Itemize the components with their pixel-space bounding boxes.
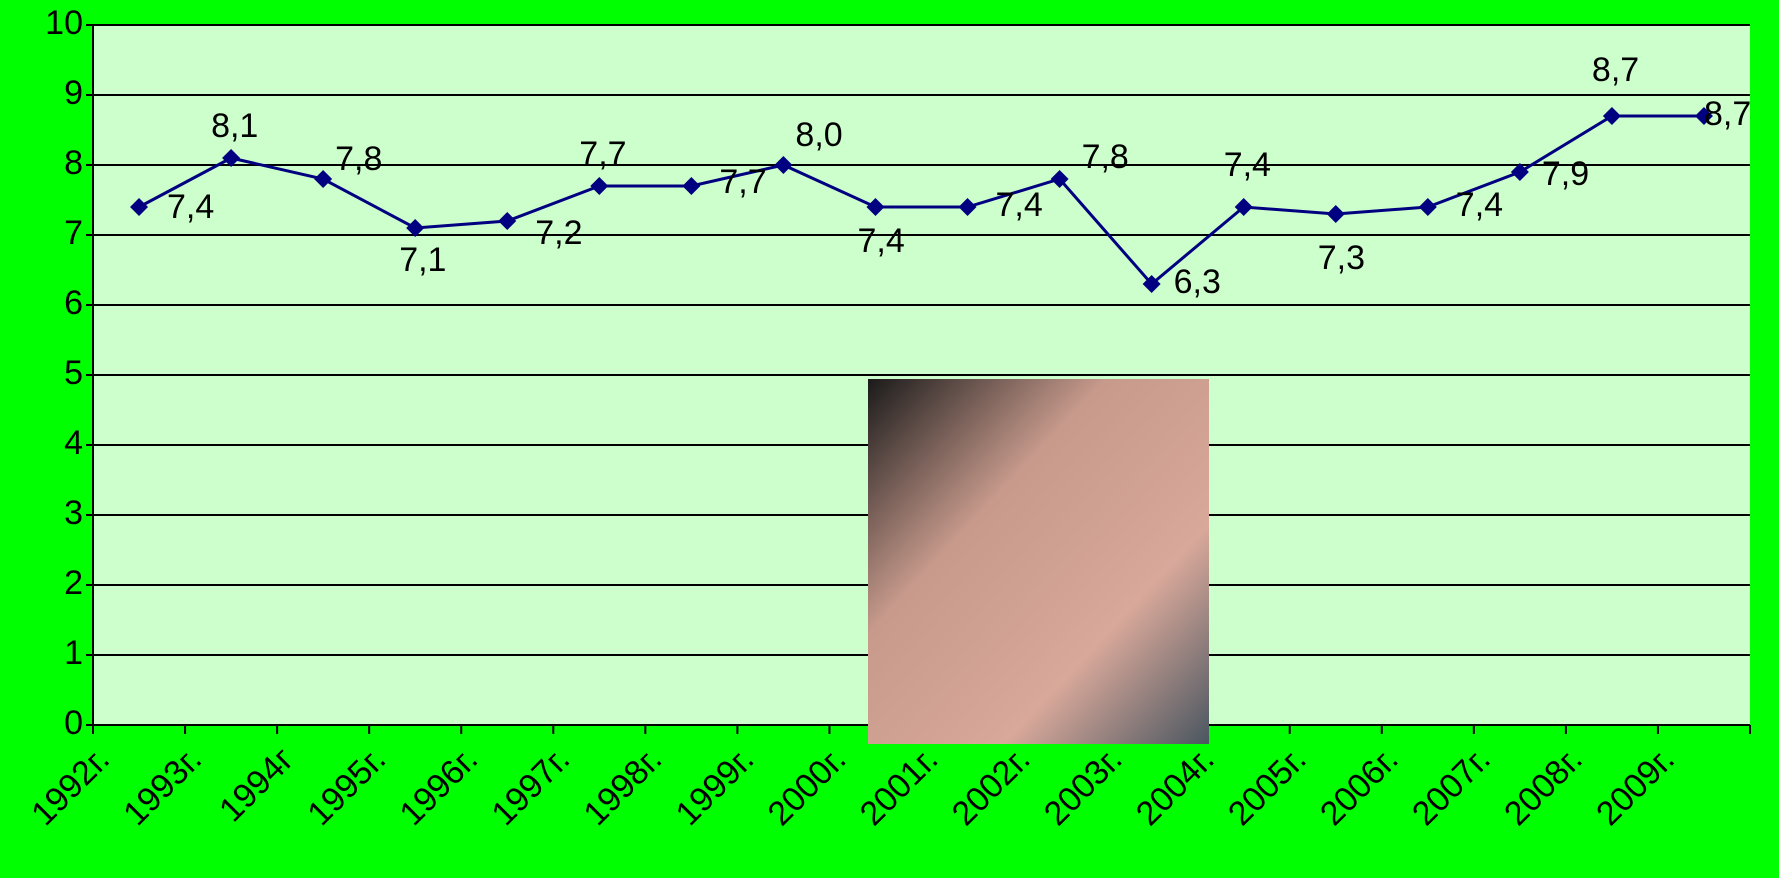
- value-label: 8,0: [795, 116, 842, 154]
- value-label: 7,4: [1456, 186, 1503, 224]
- marker: [1510, 163, 1529, 181]
- y-tick-label: 1: [64, 634, 83, 672]
- x-tick-label: 2007г.: [1405, 740, 1498, 833]
- value-label: 7,1: [399, 241, 446, 279]
- marker: [1326, 205, 1345, 223]
- value-label: 7,7: [719, 163, 766, 201]
- marker: [222, 149, 241, 167]
- value-label: 7,9: [1542, 155, 1589, 193]
- value-label: 7,4: [857, 222, 904, 260]
- x-tick-label: 1993г.: [116, 740, 209, 833]
- x-tick-label: 2003г.: [1037, 740, 1130, 833]
- x-tick-label: 1998г.: [576, 740, 669, 833]
- x-tick-label: 1992г.: [24, 740, 117, 833]
- x-tick-label: 2008г.: [1497, 740, 1590, 833]
- value-label: 7,2: [535, 214, 582, 252]
- photo: [868, 379, 1209, 744]
- line: [138, 114, 1704, 287]
- marker: [314, 170, 333, 188]
- value-label: 7,4: [1224, 146, 1271, 184]
- value-label: 8,1: [211, 107, 258, 145]
- x-tick-label: 1999г.: [669, 740, 762, 833]
- y-tick-label: 3: [64, 494, 83, 532]
- marker: [1234, 198, 1253, 216]
- x-tick-label: 1995г.: [300, 740, 393, 833]
- y-tick-label: 4: [64, 424, 83, 462]
- marker: [774, 156, 793, 174]
- marker: [682, 177, 701, 195]
- x-tick-label: 2005г.: [1221, 740, 1314, 833]
- x-tick-label: 2004г.: [1129, 740, 1222, 833]
- y-tick-label: 6: [64, 284, 83, 322]
- value-label: 8,7: [1592, 51, 1639, 89]
- value-label: 7,4: [167, 188, 214, 226]
- marker: [1694, 107, 1713, 125]
- marker: [1602, 107, 1621, 125]
- x-tick-label: 2001г.: [853, 740, 946, 833]
- y-tick-label: 9: [64, 74, 83, 112]
- value-label: 7,3: [1318, 239, 1365, 277]
- value-label: 6,3: [1174, 263, 1221, 301]
- x-tick-label: 1994г: [212, 740, 301, 829]
- marker: [1050, 170, 1069, 188]
- marker: [498, 212, 517, 230]
- x-tick-label: 1996г.: [392, 740, 485, 833]
- y-tick-label: 8: [64, 144, 83, 182]
- y-tick-label: 7: [64, 214, 83, 252]
- y-tick-label: 0: [64, 704, 83, 742]
- x-tick-label: 1997г.: [484, 740, 577, 833]
- value-label: 7,8: [335, 140, 382, 178]
- y-tick-label: 10: [45, 4, 83, 42]
- value-label: 7,8: [1082, 138, 1129, 176]
- marker: [1142, 275, 1161, 293]
- y-tick-label: 2: [64, 564, 83, 602]
- x-tick-label: 2002г.: [945, 740, 1038, 833]
- x-tick-label: 2009г.: [1589, 740, 1682, 833]
- marker: [866, 198, 885, 216]
- x-tick-label: 2006г.: [1313, 740, 1406, 833]
- marker: [406, 219, 425, 237]
- marker: [958, 198, 977, 216]
- marker: [590, 177, 609, 195]
- marks: 7,4 8,1 7,8 7,1 7,2 7,7 7,7 8,0 7,4 7,4 7,8 6,3 7,4 7…: [130, 51, 1751, 301]
- x-tick-label: 2000г.: [761, 740, 854, 833]
- value-label: 7,7: [579, 135, 626, 173]
- marker: [130, 198, 149, 216]
- value-label: 7,4: [996, 186, 1043, 224]
- value-label: 8,7: [1704, 95, 1751, 133]
- marker: [1418, 198, 1437, 216]
- y-tick-label: 5: [64, 354, 83, 392]
